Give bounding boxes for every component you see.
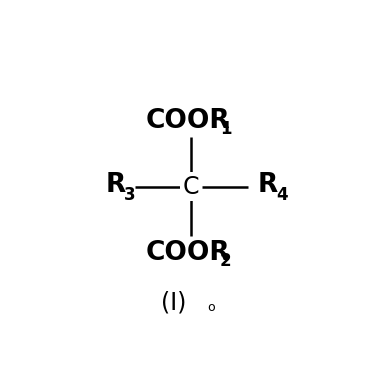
Text: 3: 3	[124, 186, 135, 204]
Text: 2: 2	[220, 252, 231, 271]
Text: R: R	[105, 172, 126, 198]
Text: 4: 4	[276, 186, 288, 204]
Text: COOR: COOR	[146, 240, 231, 266]
Text: 1: 1	[220, 120, 231, 138]
Text: COOR: COOR	[146, 107, 231, 133]
Text: C: C	[183, 174, 199, 199]
Text: (I): (I)	[161, 290, 186, 314]
Text: R: R	[257, 172, 278, 198]
Text: o: o	[207, 301, 214, 314]
